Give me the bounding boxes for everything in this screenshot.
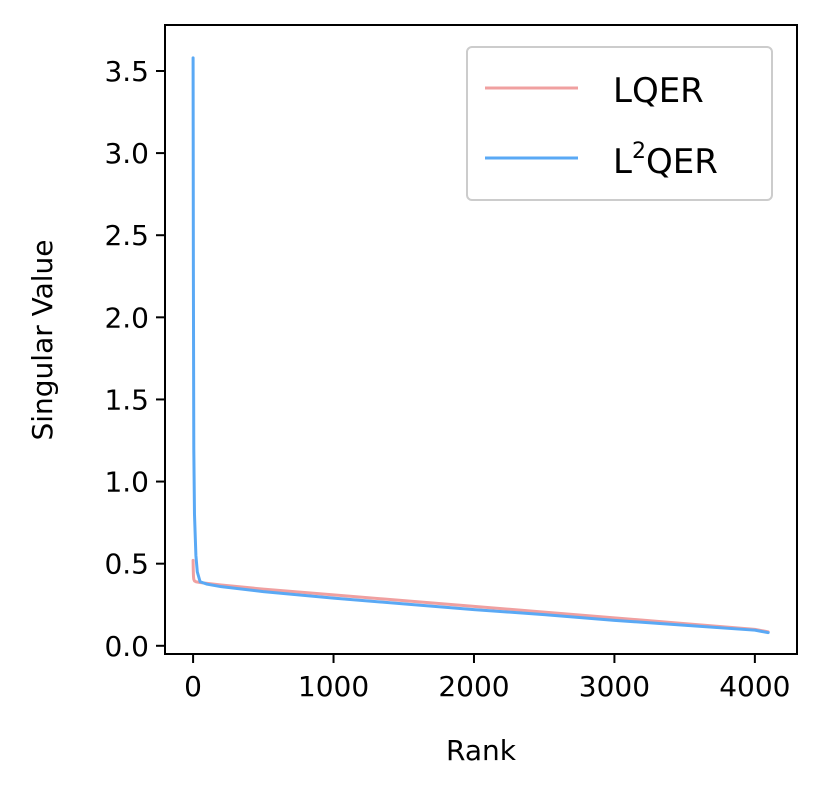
x-axis-label: Rank (446, 734, 517, 767)
series-line-lqer (191, 558, 770, 634)
y-tick-label: 0.0 (104, 630, 149, 663)
legend-label-l2qer: L2QER (613, 139, 718, 182)
legend-label-l2qer-prefix: L (613, 142, 632, 182)
y-tick-label: 2.0 (104, 301, 149, 334)
x-tick-label: 1000 (298, 670, 369, 703)
y-axis-label: Singular Value (26, 239, 59, 440)
series-line-l2qer (191, 56, 770, 635)
legend-label-lqer: LQER (613, 71, 704, 111)
series-layer (191, 56, 770, 635)
legend-label-l2qer-sup: 2 (632, 139, 646, 164)
legend-box (466, 46, 773, 201)
x-tick-label: 0 (184, 670, 202, 703)
y-tick-label: 3.0 (104, 137, 149, 170)
y-tick-label: 0.5 (104, 548, 149, 581)
x-tick-label: 4000 (719, 670, 790, 703)
x-tick-label: 2000 (438, 670, 509, 703)
y-axis-ticks: 0.0 0.5 1.0 1.5 2.0 2.5 3.0 3.5 (104, 55, 165, 663)
x-tick-label: 3000 (579, 670, 650, 703)
y-tick-label: 1.0 (104, 466, 149, 499)
y-tick-label: 1.5 (104, 383, 149, 416)
legend-label-l2qer-suffix: QER (646, 142, 718, 182)
legend: LQER L2QER (466, 46, 773, 201)
x-axis-ticks: 0 1000 2000 3000 4000 (184, 654, 790, 703)
y-tick-label: 2.5 (104, 219, 149, 252)
y-tick-label: 3.5 (104, 55, 149, 88)
